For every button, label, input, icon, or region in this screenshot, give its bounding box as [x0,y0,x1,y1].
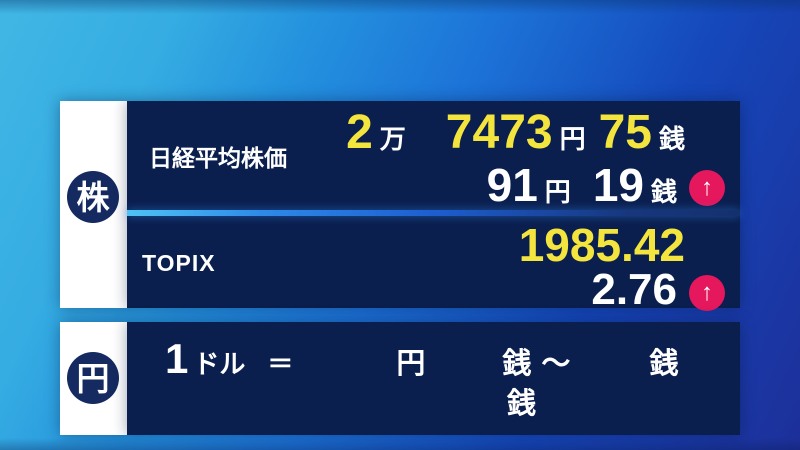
nikkei-price-man: 2 [346,106,373,159]
nikkei-change-yen-unit: 円 [544,177,571,207]
currency-tab-label: 円 [76,359,110,397]
rate-sen-unit-line2: 銭 [507,388,537,420]
rate-yen-unit: 円 [396,348,426,380]
stock-tab-circle: 株 [67,171,119,223]
currency-tab: 円 [60,322,127,435]
topix-label: TOPIX [142,250,216,276]
nikkei-change-sen: 19 [592,159,644,211]
nikkei-price: 2 万 7473 円 75 銭 [346,109,685,157]
up-arrow-icon: ↑ [701,279,713,306]
range-tilde: ～ [541,348,571,380]
nikkei-price-sen-unit: 銭 [658,124,685,154]
nikkei-change: 91 円 19 銭 ↑ [487,162,725,208]
nikkei-change-sen-unit: 銭 [650,177,677,207]
equals-sign: ＝ [267,349,294,379]
topix-value: 1985.42 [518,219,685,271]
nikkei-change-yen: 91 [486,159,538,211]
topix-up-badge: ↑ [689,275,725,311]
rate-currency-unit: ドル [193,349,246,379]
nikkei-price-sen: 75 [598,106,652,159]
stock-tab-label: 株 [76,178,110,216]
nikkei-price-yen-unit: 円 [559,124,586,154]
rate-sen-unit-low: 銭 [502,348,532,380]
rate-sen-unit-high: 銭 [649,348,679,380]
nikkei-price-man-unit: 万 [379,124,406,154]
topix-change-value: 2.76 [591,265,677,314]
nikkei-price-yen: 7473 [445,106,553,159]
topix-change: 2.76 ↑ [591,268,725,312]
currency-tab-circle: 円 [67,352,119,404]
section-separator-line [127,210,740,216]
currency-panel: 1 ドル ＝ 円 銭 ～ 銭 銭 [127,322,740,435]
rate-amount: 1 [165,335,189,382]
stock-tab: 株 [60,101,127,308]
stock-panel: 日経平均株価 2 万 7473 円 75 銭 91 円 19 銭 ↑ TOPIX [127,101,740,312]
nikkei-label: 日経平均株価 [149,145,287,171]
exchange-rate-row: 1 ドル ＝ 円 銭 ～ 銭 [165,338,678,380]
nikkei-up-badge: ↑ [689,170,725,206]
up-arrow-icon: ↑ [701,174,713,201]
